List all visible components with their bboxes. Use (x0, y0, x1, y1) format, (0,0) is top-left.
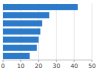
tick-label: 50 (88, 62, 96, 69)
tick-label: 40 (70, 62, 78, 69)
bar (3, 37, 39, 43)
bar (3, 4, 78, 10)
bar (3, 12, 49, 18)
grid-line (56, 3, 57, 60)
bars (3, 4, 78, 59)
bar (3, 53, 30, 59)
grid (3, 3, 92, 60)
chart: 0 10 20 30 40 50 (0, 0, 100, 71)
tick-label: 20 (35, 62, 43, 69)
grid-line (92, 3, 93, 60)
x-axis (3, 60, 92, 61)
bar (3, 45, 37, 51)
grid-line (74, 3, 75, 60)
bar (3, 20, 42, 26)
x-ticks: 0 10 20 30 40 50 (1, 60, 96, 69)
tick-label: 10 (17, 62, 25, 69)
bar (3, 28, 40, 34)
tick-label: 0 (1, 62, 5, 69)
tick-label: 30 (53, 62, 61, 69)
